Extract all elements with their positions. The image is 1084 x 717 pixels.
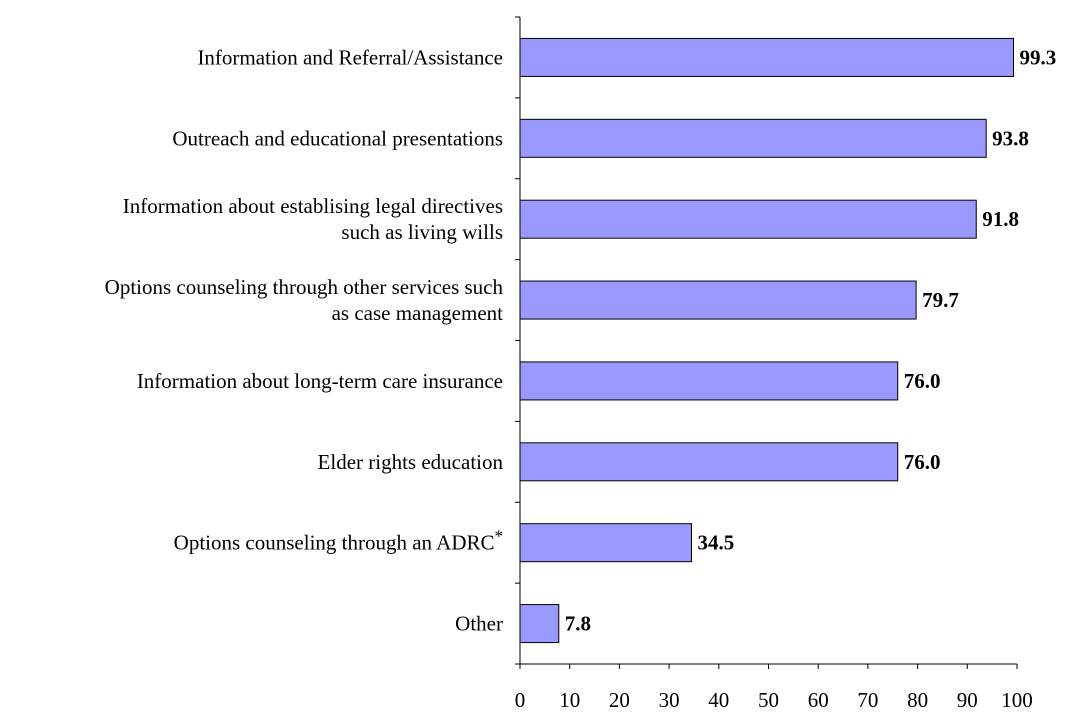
bar-value-label: 76.0 bbox=[904, 369, 941, 393]
bar-value-label: 79.7 bbox=[922, 288, 959, 312]
category-label: Information and Referral/Assistance bbox=[197, 45, 503, 69]
x-tick-label: 50 bbox=[758, 688, 779, 712]
bar bbox=[519, 361, 899, 401]
bar bbox=[519, 604, 560, 644]
bar-value-label: 93.8 bbox=[992, 126, 1029, 150]
x-tick-label: 70 bbox=[857, 688, 878, 712]
bar bbox=[519, 199, 977, 239]
category-label: Options counseling through other service… bbox=[105, 275, 504, 325]
x-tick-label: 20 bbox=[609, 688, 630, 712]
bar bbox=[519, 37, 1015, 77]
x-tick-label: 100 bbox=[1001, 688, 1033, 712]
category-labels-group: Information and Referral/Assistance Outre… bbox=[105, 45, 504, 635]
x-tick-label: 30 bbox=[659, 688, 680, 712]
bar-value-label: 76.0 bbox=[904, 450, 941, 474]
category-label: Options counseling through an ADRC* bbox=[174, 527, 503, 555]
bar-value-label: 34.5 bbox=[697, 531, 734, 555]
x-tick-label: 90 bbox=[957, 688, 978, 712]
bar bbox=[519, 118, 987, 158]
x-tick-label: 40 bbox=[708, 688, 729, 712]
x-tick-label: 0 bbox=[515, 688, 526, 712]
bar-value-label: 99.3 bbox=[1020, 45, 1057, 69]
category-label: Outreach and educational presentations bbox=[172, 126, 503, 150]
x-ticks-group: 0 10 20 30 40 50 60 70 80 90 100 bbox=[515, 664, 1033, 712]
bars-group bbox=[515, 16, 1015, 665]
bar-value-label: 7.8 bbox=[565, 612, 591, 636]
x-tick-label: 80 bbox=[907, 688, 928, 712]
bar bbox=[519, 442, 899, 482]
category-label: Information about long-term care insuran… bbox=[137, 369, 503, 393]
category-label: Information about establising legal dire… bbox=[123, 194, 503, 244]
category-label: Elder rights education bbox=[318, 450, 504, 474]
bar bbox=[519, 280, 917, 320]
bar bbox=[519, 523, 692, 563]
bar-value-label: 91.8 bbox=[982, 207, 1019, 231]
x-tick-label: 60 bbox=[808, 688, 829, 712]
category-label: Other bbox=[455, 612, 503, 636]
axes-group bbox=[519, 17, 1017, 665]
x-tick-label: 10 bbox=[559, 688, 580, 712]
value-labels-group: 99.3 93.8 91.8 79.7 76.0 76.0 34.5 7.8 bbox=[565, 45, 1057, 635]
